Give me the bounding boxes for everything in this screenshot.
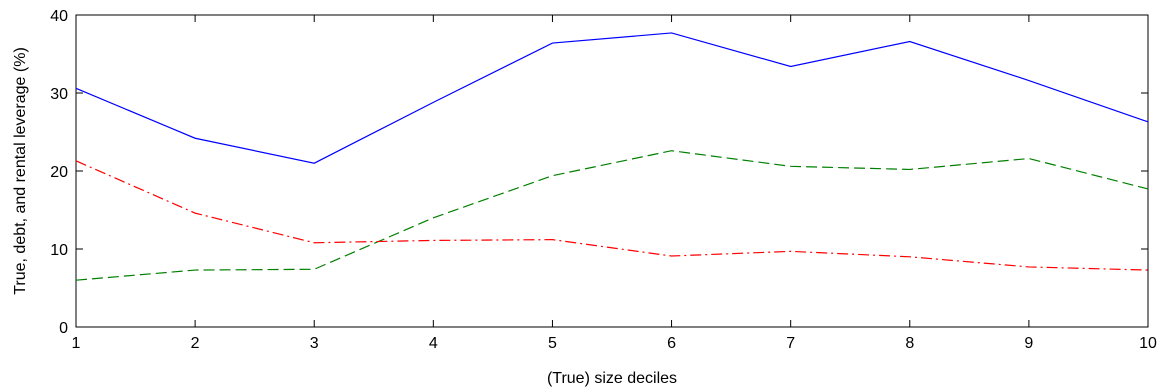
x-tick-label: 4 [429,335,438,352]
x-tick-label: 5 [548,335,557,352]
series-line-2 [75,150,1149,281]
series-line-3 [75,160,1149,271]
y-tick-label: 30 [50,86,68,103]
x-tick-label: 8 [905,335,914,352]
x-tick-label: 9 [1024,335,1033,352]
x-tick-label: 7 [786,335,795,352]
y-tick-label: 10 [50,242,68,259]
x-tick-label: 3 [310,335,319,352]
y-axis-title: True, debt, and rental leverage (%) [12,47,29,295]
ticks-layer: 1 2 3 4 5 6 7 8 9 10 0 10 20 30 40 [50,8,1157,352]
series-line-1 [75,32,1149,164]
x-tick-label: 2 [191,335,200,352]
series-layer [75,32,1149,281]
x-tick-label: 1 [72,335,81,352]
x-tick-label: 6 [667,335,676,352]
y-tick-label: 40 [50,8,68,25]
x-axis-title: (True) size deciles [547,370,677,387]
x-tick-label: 10 [1139,335,1157,352]
y-tick-label: 0 [59,320,68,337]
plot-area [75,14,1149,328]
y-tick-label: 20 [50,164,68,181]
